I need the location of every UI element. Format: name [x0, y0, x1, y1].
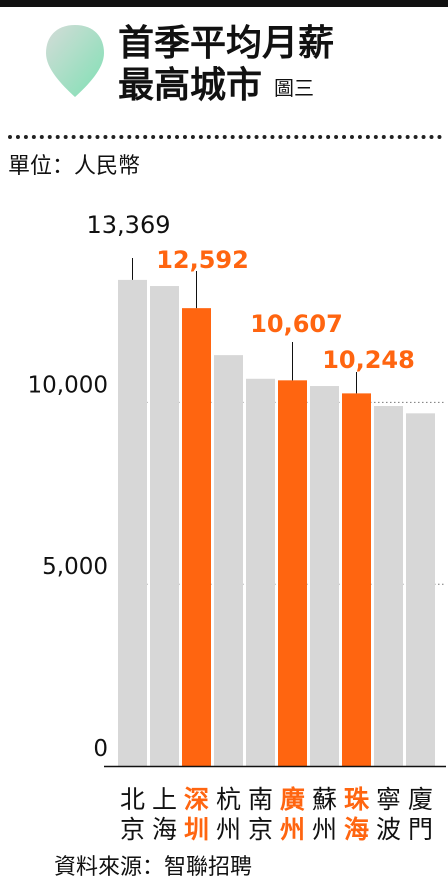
bar-0 [118, 279, 147, 766]
data-label-5: 10,607 [250, 310, 343, 338]
bar-5 [278, 380, 307, 766]
y-tick-label-2: 10,000 [28, 372, 108, 398]
chart-title: 首季平均月薪 最高城市 圖三 [118, 22, 438, 109]
category-label-2: 深圳 [184, 785, 209, 844]
y-tick-label-1: 5,000 [42, 554, 108, 580]
data-label-7: 10,248 [322, 346, 415, 374]
category-label-8: 寧波 [376, 785, 401, 844]
data-label-0: 13,369 [87, 211, 171, 239]
bar-6 [310, 386, 339, 766]
source-label: 資料來源：智聯招聘 [54, 855, 253, 880]
dotted-divider [8, 135, 442, 139]
bar-7 [342, 393, 371, 766]
category-label-6: 蘇州 [312, 785, 337, 844]
leaf-drop-icon [46, 25, 104, 97]
title-line-1: 首季平均月薪 [118, 22, 335, 64]
category-label-7: 珠海 [344, 785, 370, 844]
title-line-2: 最高城市 [118, 64, 263, 106]
bar-1 [150, 286, 179, 766]
category-label-0: 北京 [120, 785, 145, 844]
bar-4 [246, 378, 275, 766]
bar-3 [214, 355, 243, 766]
bar-2 [182, 308, 211, 766]
category-label-5: 廣州 [280, 785, 305, 844]
unit-label: 單位：人民幣 [8, 154, 141, 179]
bar-chart: 0 5,000 10,000 13,369 12,592 10,607 10,248 北京上海… [28, 211, 446, 844]
category-label-1: 上海 [152, 785, 177, 844]
data-label-2: 12,592 [156, 246, 249, 274]
y-tick-label-0: 0 [93, 736, 108, 762]
bar-8 [374, 406, 403, 766]
category-label-3: 杭州 [216, 785, 241, 844]
figure-tag: 圖三 [274, 76, 315, 100]
category-label-4: 南京 [248, 785, 273, 844]
category-label-9: 廈門 [408, 785, 433, 844]
bar-9 [406, 413, 435, 766]
top-rule [0, 0, 448, 7]
